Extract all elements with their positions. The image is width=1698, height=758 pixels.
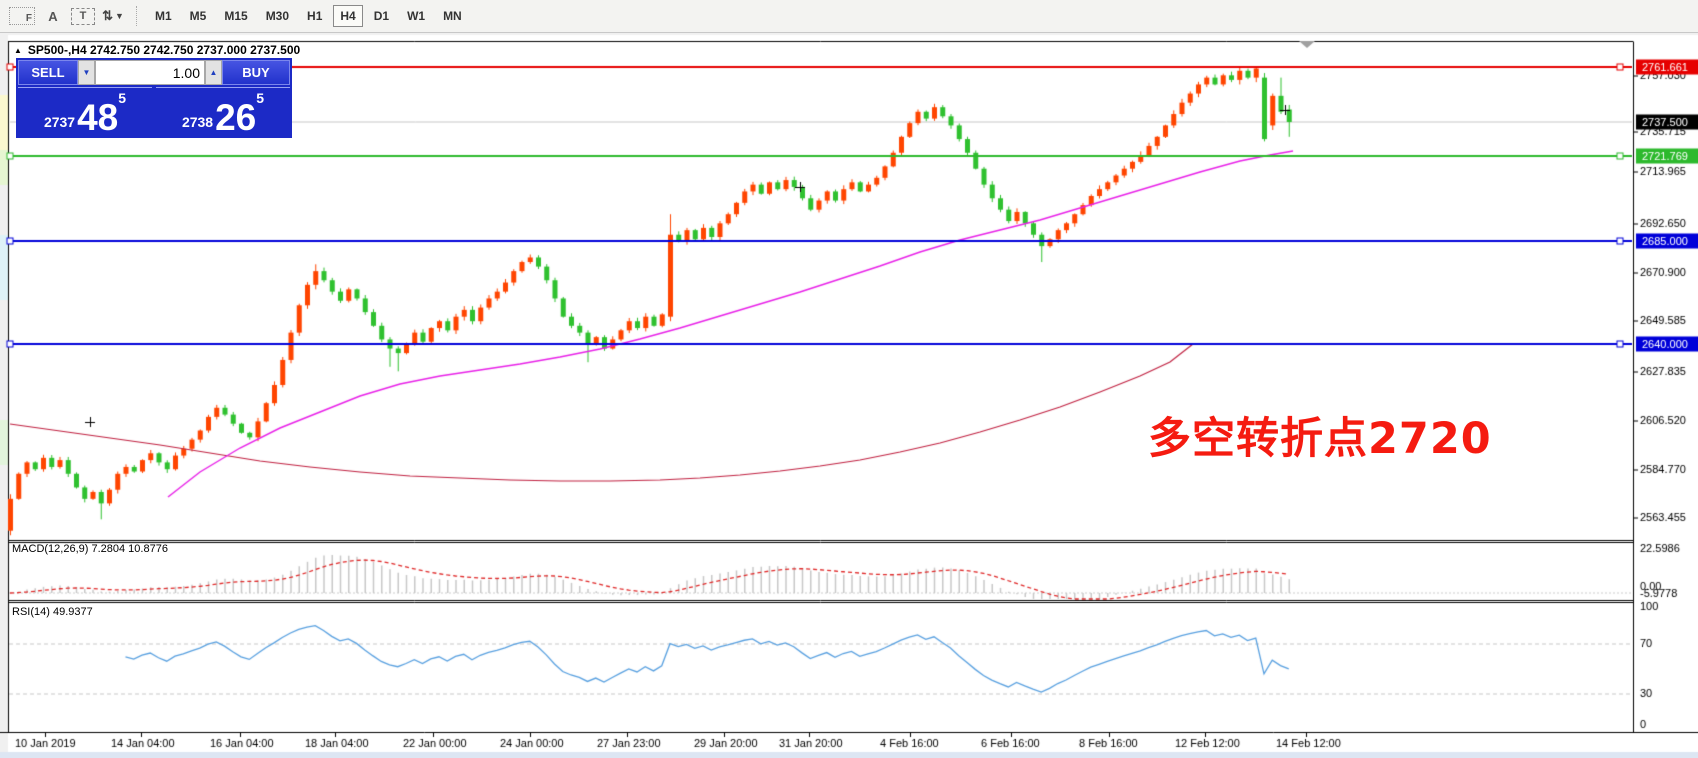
buy-price-prefix: 2738 bbox=[181, 114, 214, 130]
rsi-pane-label: RSI(14) 49.9377 bbox=[12, 606, 93, 618]
arrows-glyph: ⇅ bbox=[102, 8, 113, 23]
timeframe-m15-button[interactable]: M15 bbox=[224, 9, 248, 23]
letter-a-icon[interactable]: A bbox=[48, 8, 58, 24]
timeframe-m5-button[interactable]: M5 bbox=[189, 9, 207, 23]
toolbar: F A T ⇅ ▼ M1 M5 M15 M30 H1 H4 D1 W1 MN bbox=[0, 0, 1698, 33]
collapse-arrow-icon[interactable]: ▲ bbox=[14, 45, 22, 55]
arrange-arrows-icon[interactable]: ⇅ ▼ bbox=[101, 4, 125, 28]
timeframe-h4-button[interactable]: H4 bbox=[333, 5, 363, 27]
chart-title-bar: ▲ SP500-,H4 2742.750 2742.750 2737.000 2… bbox=[14, 43, 309, 57]
volume-increase-button[interactable]: ▲ bbox=[205, 60, 222, 85]
sell-price-prefix: 2737 bbox=[43, 114, 76, 130]
timeframe-w1-button[interactable]: W1 bbox=[407, 9, 426, 23]
volume-input[interactable] bbox=[95, 60, 205, 85]
grid-f-icon[interactable]: F bbox=[9, 7, 35, 25]
buy-price-sup: 5 bbox=[256, 90, 265, 106]
sell-price-box[interactable]: 2737 48 5 bbox=[18, 87, 152, 136]
timeframe-h1-button[interactable]: H1 bbox=[307, 9, 323, 23]
sell-price-sup: 5 bbox=[118, 90, 127, 106]
dropdown-caret-icon[interactable]: ▼ bbox=[114, 11, 124, 21]
chart-title-text: SP500-,H4 2742.750 2742.750 2737.000 273… bbox=[27, 43, 301, 57]
volume-decrease-button[interactable]: ▼ bbox=[78, 60, 95, 85]
text-box-icon[interactable]: T bbox=[71, 7, 95, 25]
sell-price-big: 48 bbox=[77, 96, 119, 138]
timeframe-m1-button[interactable]: M1 bbox=[155, 9, 172, 23]
chart-annotation-text: 多空转折点2720 bbox=[1148, 414, 1492, 464]
timeframe-d1-button[interactable]: D1 bbox=[373, 9, 390, 23]
timeframe-mn-button[interactable]: MN bbox=[443, 9, 462, 23]
buy-price-box[interactable]: 2738 26 5 bbox=[156, 87, 290, 136]
buy-price-big: 26 bbox=[215, 96, 257, 138]
buy-button[interactable]: BUY bbox=[222, 60, 290, 85]
macd-pane-label: MACD(12,26,9) 7.2804 10.8776 bbox=[12, 543, 168, 555]
one-click-trade-panel: SELL ▼ ▲ BUY 2737 48 5 2738 26 5 bbox=[16, 58, 292, 138]
toolbar-separator bbox=[136, 6, 138, 26]
sell-button[interactable]: SELL bbox=[18, 60, 78, 85]
timeframe-m30-button[interactable]: M30 bbox=[265, 9, 290, 23]
timeframe-buttons: M1 M5 M15 M30 H1 H4 D1 W1 MN bbox=[146, 5, 471, 27]
